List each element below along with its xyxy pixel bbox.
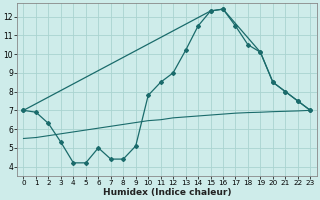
- X-axis label: Humidex (Indice chaleur): Humidex (Indice chaleur): [103, 188, 231, 197]
